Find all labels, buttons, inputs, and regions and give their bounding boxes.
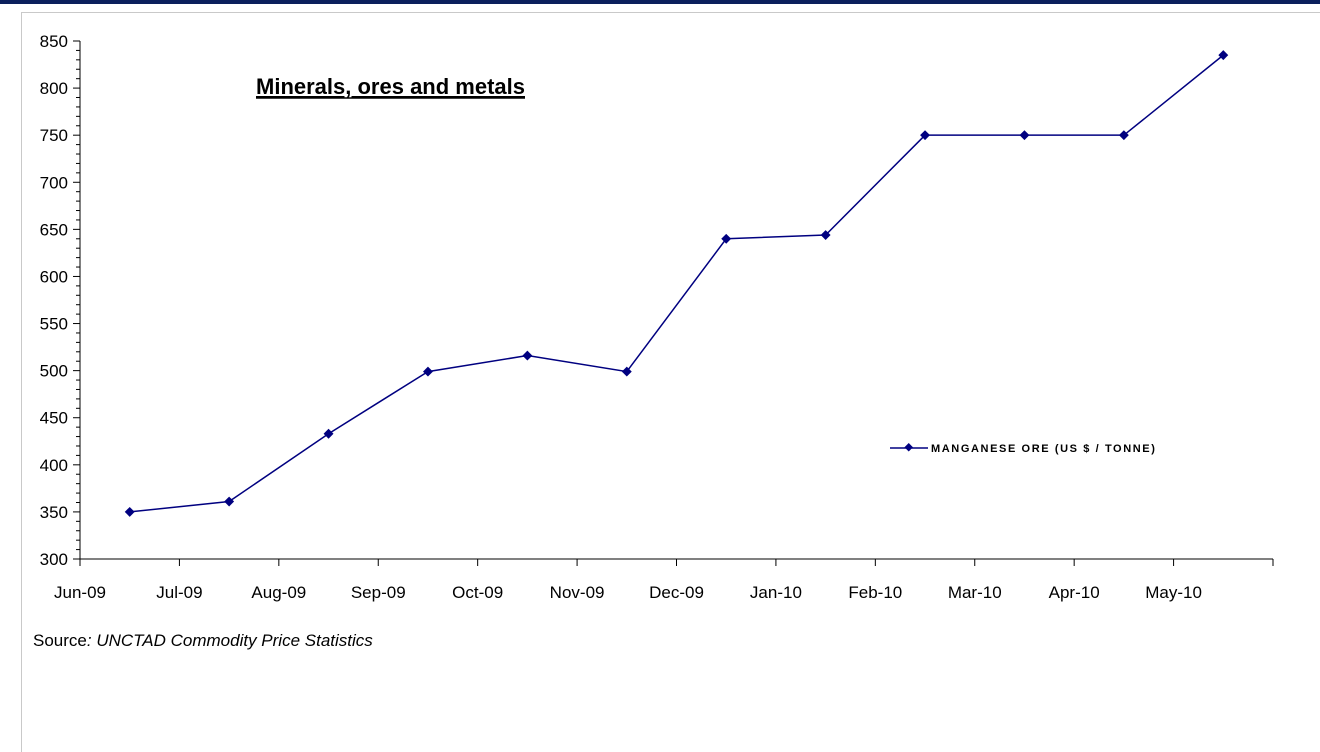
series-layer bbox=[124, 50, 1229, 517]
x-tick-label: Jul-09 bbox=[156, 583, 202, 602]
y-tick-label: 850 bbox=[40, 32, 68, 51]
data-point-marker bbox=[621, 366, 632, 377]
data-point-marker bbox=[124, 506, 135, 517]
source-note: Source: UNCTAD Commodity Price Statistic… bbox=[33, 631, 373, 651]
x-tick-label: May-10 bbox=[1145, 583, 1202, 602]
tick-labels: 300 350 400 450 500 550 600 650 700 750 800 850 Jun-… bbox=[40, 32, 1202, 602]
x-tick-label: Jun-09 bbox=[54, 583, 106, 602]
x-tick-label: Nov-09 bbox=[550, 583, 605, 602]
x-tick-label: Oct-09 bbox=[452, 583, 503, 602]
source-text: : UNCTAD Commodity Price Statistics bbox=[86, 631, 373, 650]
series-line bbox=[129, 54, 1224, 513]
data-point-marker bbox=[820, 230, 831, 240]
chart-title: Minerals, ores and metals bbox=[256, 74, 525, 99]
data-point-marker bbox=[1019, 130, 1030, 141]
x-tick-label: Mar-10 bbox=[948, 583, 1002, 602]
chart-frame bbox=[21, 12, 1320, 752]
x-tick-label: Apr-10 bbox=[1049, 583, 1100, 602]
y-tick-label: 700 bbox=[40, 173, 68, 192]
axes bbox=[73, 40, 1274, 566]
line-chart: 300 350 400 450 500 550 600 650 700 750 800 850 Jun-… bbox=[40, 32, 1274, 602]
x-tick-label: Feb-10 bbox=[848, 583, 902, 602]
legend-label: MANGANESE ORE (US $ / TONNE) bbox=[931, 443, 1157, 455]
y-tick-label: 350 bbox=[40, 503, 68, 522]
y-tick-label: 800 bbox=[40, 79, 68, 98]
y-tick-label: 450 bbox=[40, 409, 68, 428]
y-tick-label: 300 bbox=[40, 550, 68, 569]
source-prefix: Source bbox=[33, 631, 87, 650]
legend: MANGANESE ORE (US $ / TONNE) bbox=[890, 443, 1157, 455]
y-tick-label: 600 bbox=[40, 267, 68, 286]
data-point-marker bbox=[920, 130, 930, 141]
top-border-bar bbox=[0, 0, 1320, 4]
y-tick-label: 750 bbox=[40, 126, 68, 145]
x-tick-label: Jan-10 bbox=[750, 583, 802, 602]
data-point-marker bbox=[323, 428, 334, 439]
data-point-marker bbox=[522, 350, 533, 361]
x-tick-label: Aug-09 bbox=[251, 583, 306, 602]
y-tick-label: 650 bbox=[40, 220, 68, 239]
data-point-marker bbox=[1118, 130, 1129, 141]
legend-marker bbox=[904, 443, 913, 452]
x-tick-label: Sep-09 bbox=[351, 583, 406, 602]
y-tick-label: 550 bbox=[40, 315, 68, 334]
data-point-marker bbox=[224, 496, 235, 507]
x-tick-label: Dec-09 bbox=[649, 583, 704, 602]
data-point-marker bbox=[721, 233, 732, 244]
y-tick-label: 500 bbox=[40, 362, 68, 381]
data-point-marker bbox=[1218, 50, 1229, 61]
y-tick-label: 400 bbox=[40, 456, 68, 475]
data-point-marker bbox=[423, 366, 433, 377]
